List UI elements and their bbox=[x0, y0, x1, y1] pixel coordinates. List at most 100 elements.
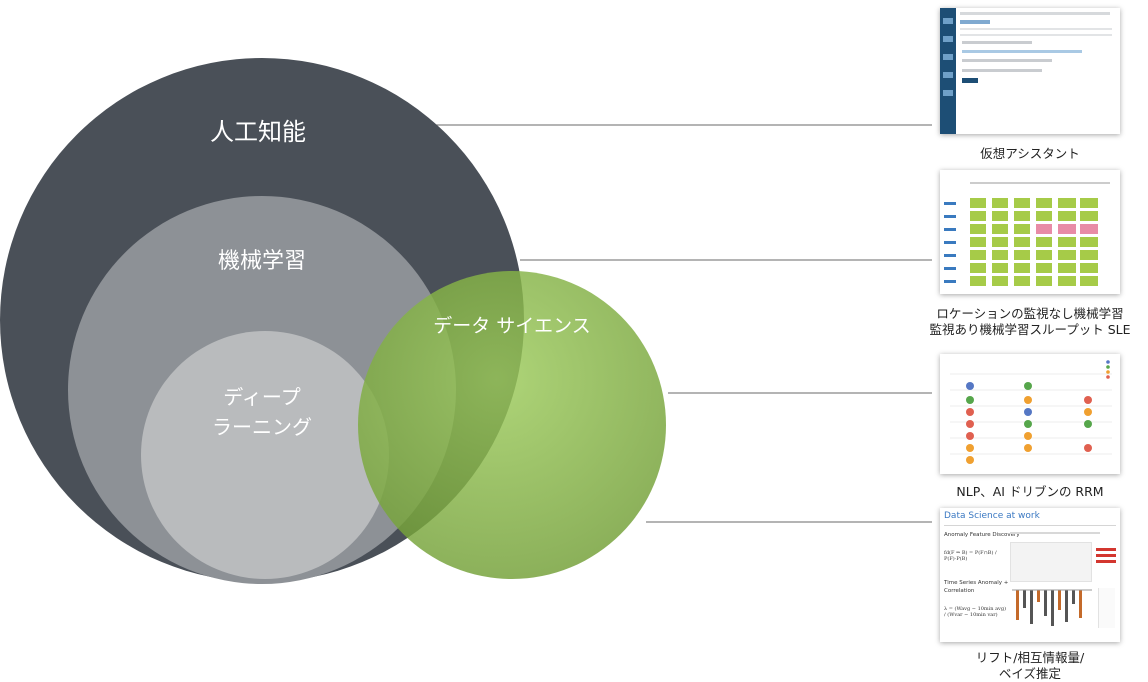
grid-row-label bbox=[944, 267, 956, 270]
thumb-timeseries-2: Correlation bbox=[944, 588, 975, 594]
ts-spike bbox=[1023, 590, 1026, 608]
caption-virtual-assistant: 仮想アシスタント bbox=[980, 146, 1080, 161]
grid-cell bbox=[992, 198, 1008, 208]
scatter-point bbox=[1084, 408, 1092, 416]
ts-spike bbox=[1037, 590, 1040, 602]
grid-cell bbox=[1080, 224, 1098, 234]
ts-spike bbox=[1058, 590, 1061, 610]
grid-cell bbox=[1014, 211, 1030, 221]
grid-cell bbox=[1014, 237, 1030, 247]
ts-spike bbox=[1016, 590, 1019, 620]
legend-dot bbox=[1106, 375, 1110, 379]
scatter-point bbox=[966, 396, 974, 404]
grid-cell bbox=[1014, 198, 1030, 208]
grid-cell bbox=[992, 276, 1008, 286]
grid-cell bbox=[1014, 263, 1030, 273]
grid-cell bbox=[970, 250, 986, 260]
legend-dot bbox=[1106, 365, 1110, 369]
scatter-point bbox=[966, 432, 974, 440]
grid-cell bbox=[1036, 263, 1052, 273]
data-science-thumbnail: Data Science at work Anomaly Feature Dis… bbox=[940, 508, 1120, 642]
caption-lift-bayes: リフト/相互情報量/ ベイズ推定 bbox=[975, 650, 1085, 681]
legend-dot bbox=[1106, 370, 1110, 374]
grid-cell bbox=[1058, 263, 1076, 273]
grid-cell bbox=[1036, 224, 1052, 234]
scatter-point bbox=[1084, 444, 1092, 452]
ds-circle bbox=[358, 271, 666, 579]
scatter-point bbox=[1084, 396, 1092, 404]
scatter-point bbox=[1024, 444, 1032, 452]
grid-cell bbox=[1058, 250, 1076, 260]
thumb-title: Data Science at work bbox=[944, 511, 1040, 521]
grid-cell bbox=[1058, 237, 1076, 247]
grid-cell bbox=[992, 250, 1008, 260]
ts-spike bbox=[1072, 590, 1075, 604]
ts-spike bbox=[1030, 590, 1033, 624]
grid-cell bbox=[970, 224, 986, 234]
scatter-point bbox=[1024, 396, 1032, 404]
grid-cell bbox=[1080, 211, 1098, 221]
scatter-point bbox=[966, 456, 974, 464]
location-grid-thumbnail bbox=[940, 170, 1120, 294]
grid-cell bbox=[1080, 263, 1098, 273]
ts-spike bbox=[1044, 590, 1047, 616]
app-sidebar bbox=[940, 8, 956, 134]
dl-label-line2: ラーニング bbox=[212, 415, 312, 439]
grid-cell bbox=[1058, 198, 1076, 208]
grid-cell bbox=[992, 211, 1008, 221]
thumb-timeseries-1: Time Series Anomaly + bbox=[944, 580, 1009, 586]
scatter-point bbox=[1024, 408, 1032, 416]
grid-cell bbox=[1058, 276, 1076, 286]
grid-cell bbox=[1014, 276, 1030, 286]
grid-row-label bbox=[944, 254, 956, 257]
scatter-point bbox=[1024, 382, 1032, 390]
grid-header bbox=[970, 182, 1110, 184]
scatter-plot bbox=[950, 360, 1112, 464]
grid-cell bbox=[992, 237, 1008, 247]
grid-row-label bbox=[944, 280, 956, 283]
dl-circle bbox=[141, 331, 389, 579]
scatter-point bbox=[966, 420, 974, 428]
grid-cell bbox=[1036, 211, 1052, 221]
scatter-point bbox=[966, 382, 974, 390]
grid-cell bbox=[1080, 237, 1098, 247]
grid-cell bbox=[1036, 276, 1052, 286]
grid-row-label bbox=[944, 241, 956, 244]
thumb-formula1: fd(F ⇒ B) = P(F∩B) / P(F)·P(B) bbox=[944, 550, 997, 562]
grid-cell bbox=[1080, 250, 1098, 260]
ts-spike bbox=[1051, 590, 1054, 626]
ds-label: データ サイエンス bbox=[433, 315, 590, 337]
location-grid bbox=[944, 182, 1110, 286]
grid-row-label bbox=[944, 215, 956, 218]
grid-cell bbox=[1058, 211, 1076, 221]
scatter-point bbox=[966, 408, 974, 416]
timeseries-chart bbox=[1012, 589, 1092, 626]
grid-cell bbox=[1014, 250, 1030, 260]
grid-cell bbox=[970, 198, 986, 208]
scatter-point bbox=[1024, 420, 1032, 428]
grid-cell bbox=[1036, 198, 1052, 208]
grid-cell bbox=[970, 263, 986, 273]
ts-spike bbox=[1079, 590, 1082, 618]
grid-cell bbox=[1036, 250, 1052, 260]
grid-cell bbox=[992, 263, 1008, 273]
nlp-scatter-thumbnail bbox=[940, 354, 1120, 474]
ai-label: 人工知能 bbox=[210, 118, 306, 146]
thumb-anomaly: Anomaly Feature Discovery bbox=[944, 532, 1020, 538]
caption-nlp-rrm: NLP、AI ドリブンの RRM bbox=[956, 484, 1104, 499]
grid-cell bbox=[1080, 276, 1098, 286]
grid-cell bbox=[1080, 198, 1098, 208]
dl-label-line1: ディープ bbox=[223, 385, 300, 409]
grid-row-label bbox=[944, 228, 956, 231]
grid-cell bbox=[970, 211, 986, 221]
grid-cell bbox=[1014, 224, 1030, 234]
virtual-assistant-thumbnail bbox=[940, 8, 1120, 134]
ml-label: 機械学習 bbox=[218, 249, 306, 274]
grid-cell bbox=[992, 224, 1008, 234]
scatter-point bbox=[1024, 432, 1032, 440]
grid-cell bbox=[970, 276, 986, 286]
legend-dot bbox=[1106, 360, 1110, 364]
grid-cell bbox=[1036, 237, 1052, 247]
thumb-formula2: λ = (Wavg − 10min avg) / (Wvar − 10min v… bbox=[944, 606, 1007, 618]
